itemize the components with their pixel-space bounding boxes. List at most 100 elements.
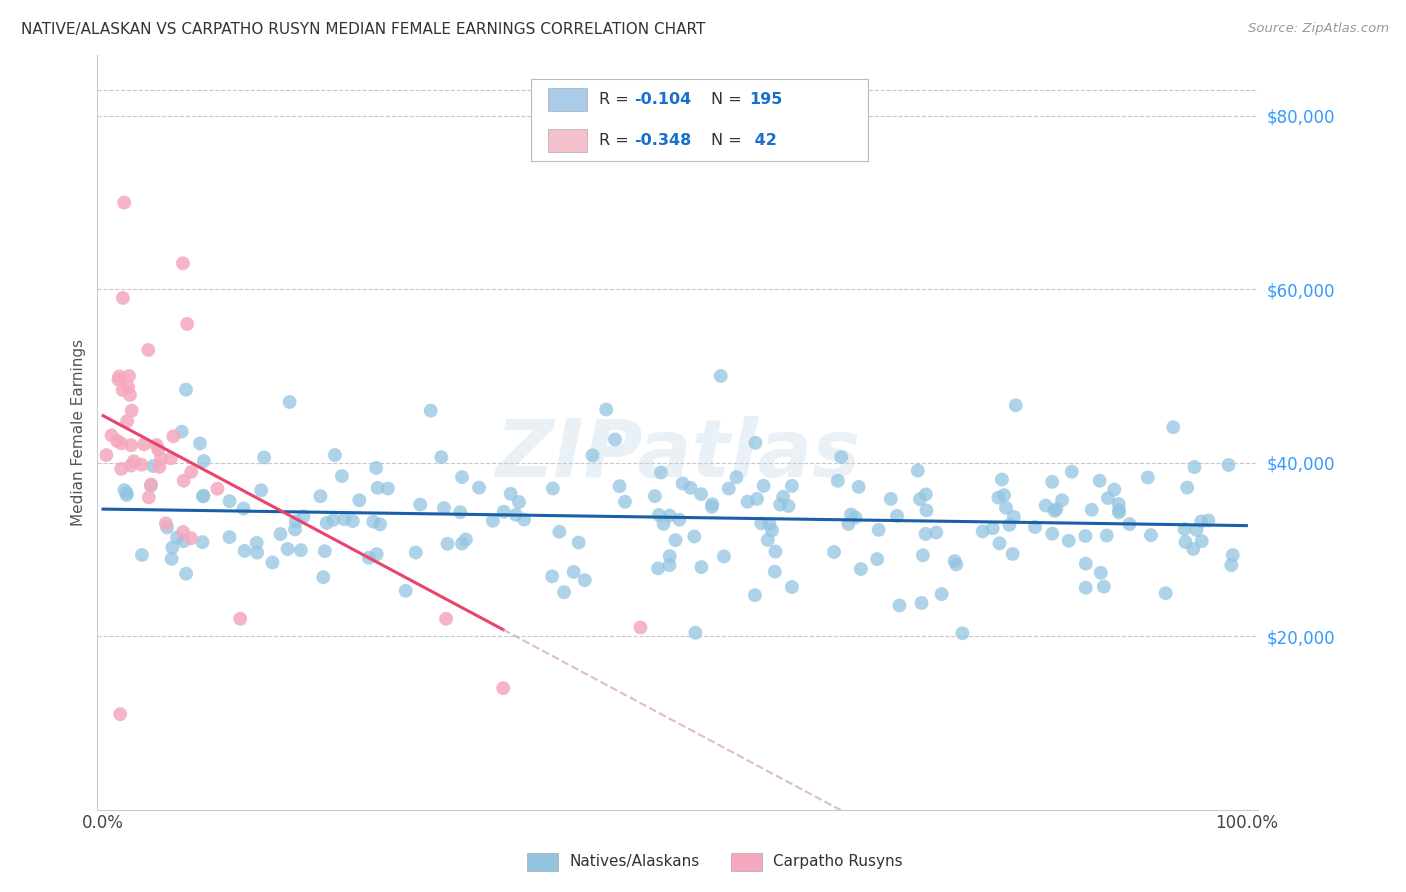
Point	[180, 465, 202, 479]
Point	[710, 368, 733, 383]
Point	[1043, 504, 1066, 518]
Point	[943, 554, 966, 568]
Point	[1174, 535, 1197, 549]
Text: Carpatho Rusyns: Carpatho Rusyns	[773, 855, 903, 869]
Point	[931, 587, 953, 601]
Point	[830, 450, 852, 464]
Point	[454, 533, 477, 547]
Point	[628, 620, 651, 634]
Point	[492, 505, 515, 519]
Point	[218, 530, 240, 544]
Point	[778, 499, 800, 513]
Point	[1074, 557, 1097, 571]
Point	[156, 520, 179, 534]
Point	[1074, 581, 1097, 595]
Point	[115, 414, 138, 428]
Point	[377, 482, 399, 496]
Point	[908, 492, 931, 507]
Point	[138, 491, 160, 505]
Point	[361, 515, 384, 529]
Point	[1197, 513, 1219, 527]
Point	[284, 515, 307, 529]
Point	[105, 434, 128, 448]
Point	[193, 489, 215, 503]
Point	[1080, 503, 1102, 517]
Point	[172, 524, 194, 539]
Point	[613, 495, 636, 509]
Point	[277, 541, 299, 556]
Point	[548, 524, 571, 539]
Point	[357, 550, 380, 565]
Point	[1220, 558, 1243, 573]
Point	[658, 558, 681, 573]
Point	[148, 459, 170, 474]
Point	[1222, 548, 1244, 562]
Point	[419, 403, 441, 417]
Text: R =: R =	[599, 133, 634, 148]
Point	[987, 491, 1010, 505]
Point	[595, 402, 617, 417]
Point	[160, 451, 183, 466]
Point	[702, 497, 724, 511]
Text: 195: 195	[749, 92, 783, 107]
Point	[1174, 522, 1197, 536]
Point	[868, 523, 890, 537]
Point	[232, 501, 254, 516]
Point	[434, 612, 457, 626]
Point	[839, 508, 862, 522]
Point	[744, 588, 766, 602]
Point	[737, 494, 759, 508]
Point	[468, 481, 491, 495]
Point	[756, 533, 779, 547]
Point	[752, 479, 775, 493]
Point	[761, 524, 783, 538]
Point	[668, 513, 690, 527]
Point	[207, 482, 229, 496]
Point	[1040, 475, 1063, 489]
Point	[658, 508, 681, 523]
Point	[111, 383, 134, 397]
Point	[886, 508, 908, 523]
Point	[925, 525, 948, 540]
Point	[1002, 509, 1025, 524]
Point	[250, 483, 273, 498]
Point	[188, 436, 211, 450]
Point	[292, 509, 315, 524]
Text: -0.104: -0.104	[634, 92, 692, 107]
Point	[991, 473, 1014, 487]
Point	[120, 458, 142, 473]
Point	[914, 527, 936, 541]
Point	[262, 556, 284, 570]
Point	[1074, 529, 1097, 543]
Point	[314, 544, 336, 558]
Point	[915, 503, 938, 517]
Point	[449, 505, 471, 519]
Point	[395, 583, 418, 598]
Point	[562, 565, 585, 579]
Point	[679, 481, 702, 495]
Point	[451, 470, 474, 484]
Point	[333, 512, 356, 526]
Point	[866, 552, 889, 566]
Point	[368, 517, 391, 532]
Point	[648, 508, 671, 522]
Point	[229, 612, 252, 626]
Y-axis label: Median Female Earnings: Median Female Earnings	[72, 339, 86, 526]
Text: N =: N =	[711, 133, 747, 148]
Point	[995, 500, 1018, 515]
Point	[1092, 580, 1115, 594]
Point	[907, 464, 929, 478]
Point	[115, 488, 138, 502]
Point	[110, 462, 132, 476]
Point	[173, 534, 195, 549]
Point	[193, 454, 215, 468]
Point	[148, 442, 170, 457]
Point	[1185, 523, 1208, 537]
Point	[993, 488, 1015, 502]
Text: -0.348: -0.348	[634, 133, 692, 148]
Point	[191, 535, 214, 549]
Point	[342, 514, 364, 528]
Point	[505, 508, 527, 522]
Point	[118, 369, 141, 384]
Point	[513, 512, 536, 526]
